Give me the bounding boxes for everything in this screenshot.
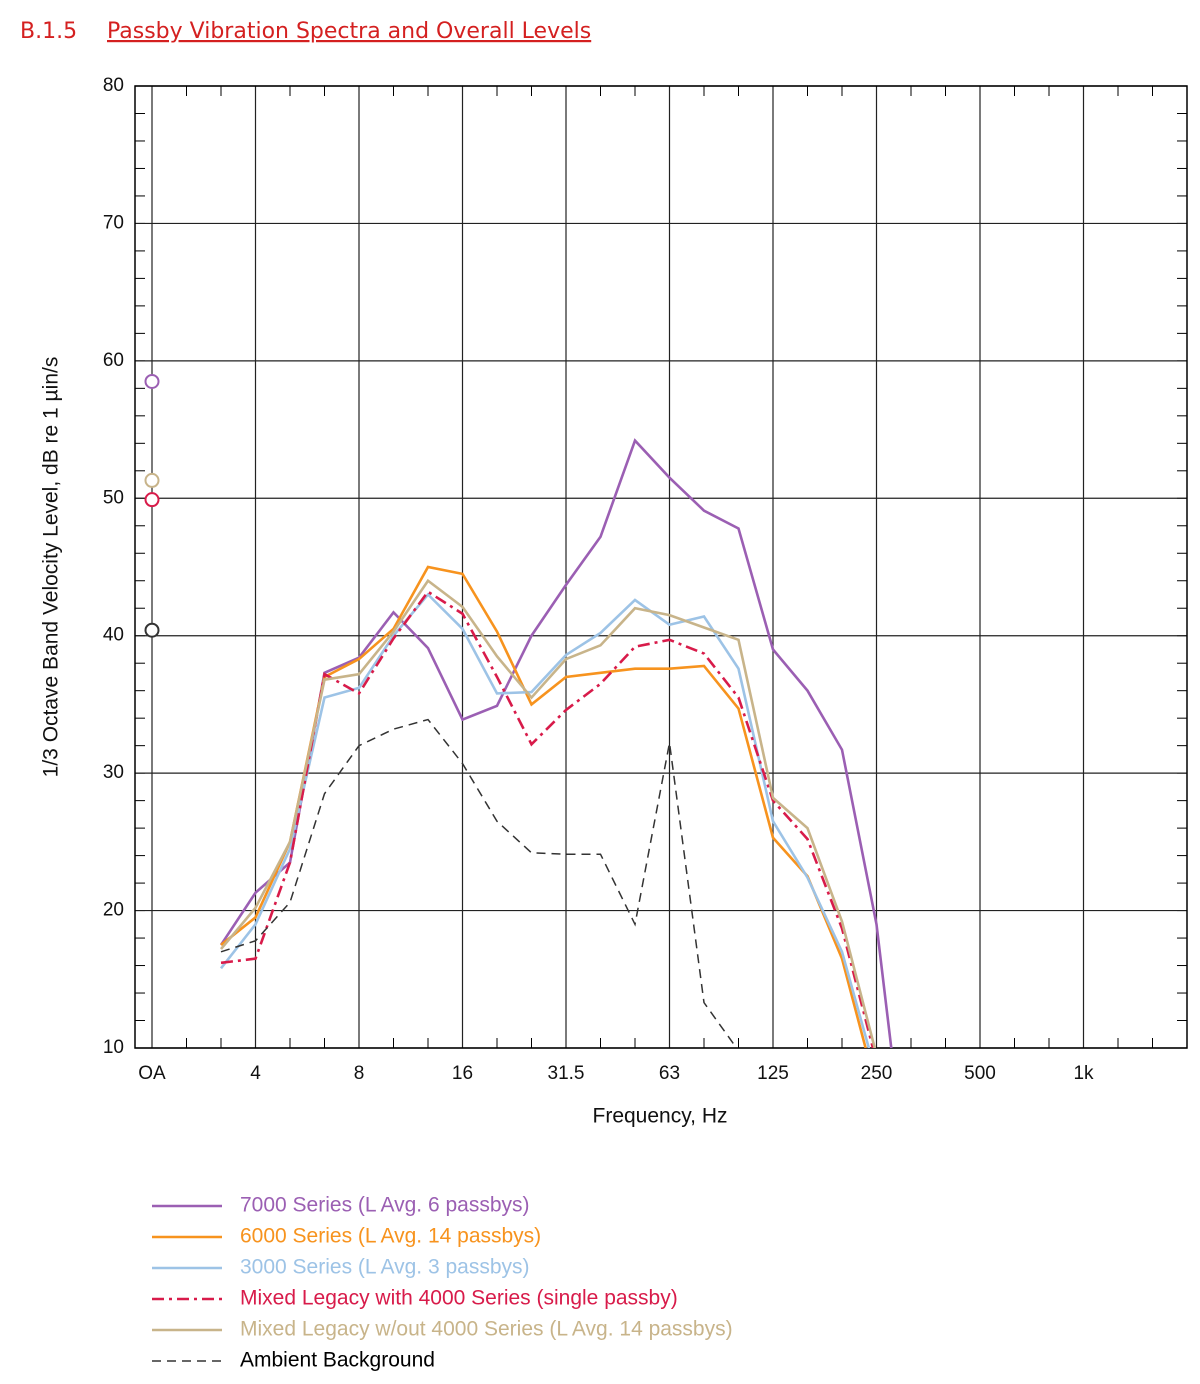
y-tick-label: 80 [103, 75, 124, 96]
series-line [220, 565, 867, 1048]
legend-label: Mixed Legacy with 4000 Series (single pa… [240, 1287, 678, 1310]
y-axis-label: 1/3 Octave Band Velocity Level, dB re 1 … [40, 357, 63, 778]
x-tick-label: 8 [354, 1063, 365, 1084]
x-tick-label: 31.5 [548, 1063, 585, 1084]
y-tick-label: 10 [103, 1037, 124, 1058]
legend-label: 3000 Series (L Avg. 3 passbys) [240, 1256, 530, 1279]
x-tick-label: 4 [250, 1063, 261, 1084]
overall-level-marker [144, 373, 160, 389]
y-tick-label: 50 [103, 487, 124, 508]
series-group [220, 589, 875, 1048]
series-line [219, 438, 893, 1048]
x-tick-label: 1k [1073, 1063, 1094, 1084]
series-group [220, 578, 877, 1048]
y-tick-label: 20 [103, 900, 124, 921]
series-line [220, 718, 738, 1048]
x-tick-label: 63 [659, 1063, 680, 1084]
series-line [220, 578, 877, 1048]
x-tick-label: 500 [964, 1063, 996, 1084]
y-tick-label: 70 [103, 212, 124, 233]
series-group [219, 438, 893, 1048]
overall-level-marker [144, 492, 160, 508]
legend-label: Ambient Background [240, 1349, 435, 1372]
x-tick-label: OA [138, 1063, 166, 1084]
x-axis-label: Frequency, Hz [593, 1105, 728, 1128]
legend-label: 7000 Series (L Avg. 6 passbys) [240, 1194, 530, 1217]
series-line [219, 592, 871, 1048]
series-group [220, 718, 738, 1048]
overall-level-marker [144, 622, 160, 638]
chart-title: Passby Vibration Spectra and Overall Lev… [107, 19, 591, 44]
x-tick-label: 250 [861, 1063, 893, 1084]
y-tick-label: 30 [103, 762, 124, 783]
x-tick-label: 16 [452, 1063, 473, 1084]
legend-label: 6000 Series (L Avg. 14 passbys) [240, 1225, 541, 1248]
series-group [219, 592, 871, 1048]
section-number: B.1.5 [20, 19, 77, 44]
series-line [220, 589, 875, 1048]
plot-frame [134, 85, 1188, 1049]
y-tick-label: 40 [103, 625, 124, 646]
legend-label: Mixed Legacy w/out 4000 Series (L Avg. 1… [240, 1318, 733, 1341]
x-tick-label: 125 [757, 1063, 789, 1084]
series-group [220, 565, 867, 1048]
y-tick-label: 60 [103, 350, 124, 371]
overall-level-marker [144, 472, 160, 488]
